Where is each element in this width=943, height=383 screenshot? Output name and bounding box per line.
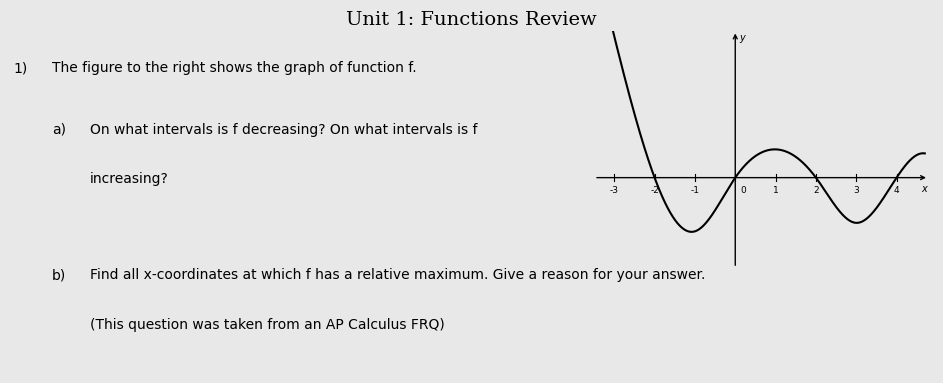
Text: 4: 4 xyxy=(894,186,900,195)
Text: -3: -3 xyxy=(610,186,619,195)
Text: a): a) xyxy=(52,123,66,137)
Text: 1: 1 xyxy=(772,186,779,195)
Text: -1: -1 xyxy=(690,186,700,195)
Text: (This question was taken from an AP Calculus FRQ): (This question was taken from an AP Calc… xyxy=(90,318,444,332)
Text: On what intervals is f decreasing? On what intervals is f: On what intervals is f decreasing? On wh… xyxy=(90,123,477,137)
Text: Unit 1: Functions Review: Unit 1: Functions Review xyxy=(346,11,597,29)
Text: x: x xyxy=(921,185,927,195)
Text: increasing?: increasing? xyxy=(90,172,169,187)
Text: The figure to the right shows the graph of function f.: The figure to the right shows the graph … xyxy=(52,61,417,75)
Text: b): b) xyxy=(52,268,66,282)
Text: Find all x-coordinates at which f has a relative maximum. Give a reason for your: Find all x-coordinates at which f has a … xyxy=(90,268,705,282)
Text: 0: 0 xyxy=(740,186,746,195)
Text: y: y xyxy=(739,33,745,43)
Text: 3: 3 xyxy=(853,186,859,195)
Text: 2: 2 xyxy=(813,186,819,195)
Text: 1): 1) xyxy=(13,61,27,75)
Text: -2: -2 xyxy=(650,186,659,195)
